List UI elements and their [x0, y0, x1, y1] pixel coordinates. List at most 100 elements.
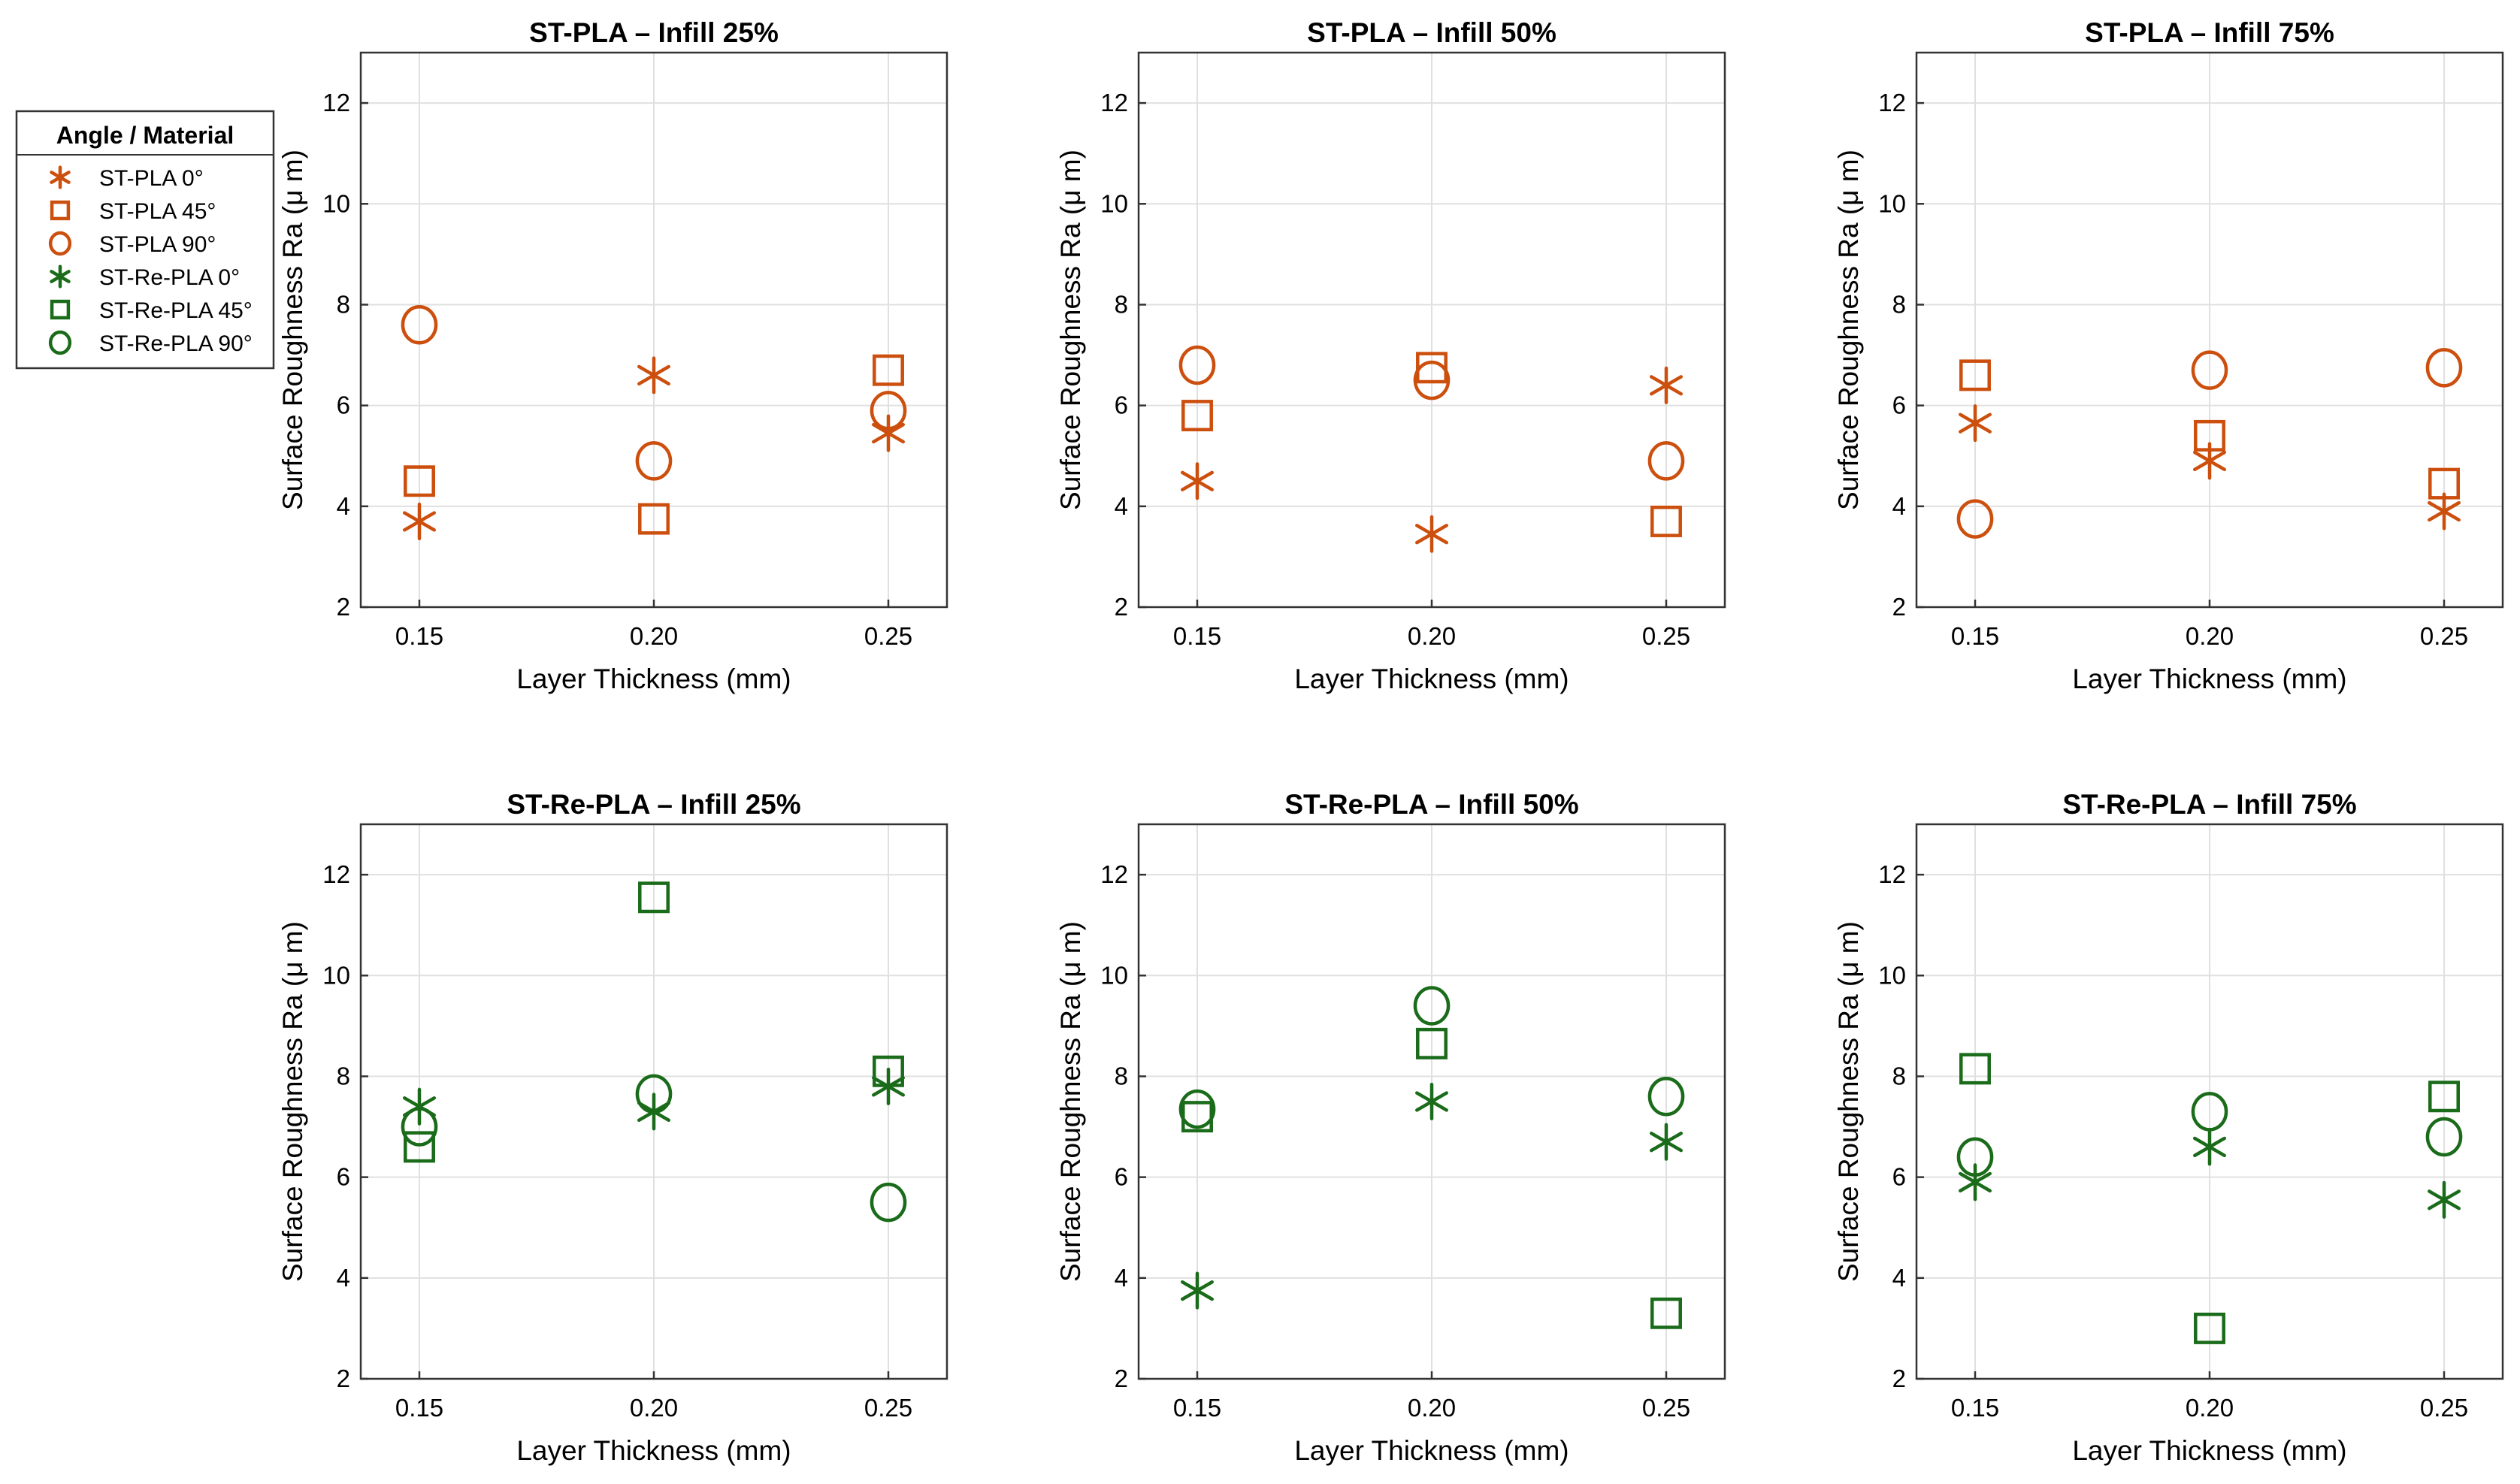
subplot-title: ST-PLA – Infill 25%	[529, 17, 779, 48]
x-axis-label: Layer Thickness (mm)	[1294, 1435, 1569, 1466]
legend-marker-square	[50, 299, 71, 320]
data-point-square	[1416, 1027, 1448, 1059]
x-tick-label: 0.25	[2420, 622, 2468, 650]
data-point-square	[2428, 1081, 2460, 1113]
x-tick-label: 0.25	[1642, 1394, 1690, 1422]
data-point-circle	[1178, 345, 1216, 385]
x-tick-label: 0.25	[864, 622, 912, 650]
y-tick-label: 12	[1100, 89, 1128, 116]
data-point-circle	[1956, 499, 1994, 539]
subplot-5: 2 4 6 8 10 12 0.15 0.20 0.25 ST-Re-PLA – Infill 5…	[1055, 789, 1726, 1466]
y-tick-label: 6	[337, 391, 350, 419]
x-axis-label: Layer Thickness (mm)	[516, 1435, 791, 1466]
y-tick-label: 6	[337, 1163, 350, 1191]
legend-entry: ST-PLA 90°	[48, 231, 216, 257]
data-points	[1956, 348, 2463, 539]
data-point-circle	[2191, 1092, 2228, 1132]
y-tick-label: 12	[1100, 860, 1128, 888]
y-tick-label: 12	[1878, 860, 1906, 888]
data-point-star	[872, 414, 905, 452]
y-tick-label: 4	[337, 1264, 350, 1292]
legend-marker-square	[50, 200, 71, 221]
legend-title: Angle / Material	[56, 122, 234, 149]
y-tick-label: 10	[322, 961, 350, 989]
x-tick-label: 0.15	[395, 622, 443, 650]
y-tick-label: 8	[1115, 1062, 1128, 1090]
y-tick-label: 4	[1115, 1264, 1128, 1292]
y-tick-label: 8	[337, 290, 350, 318]
data-point-star	[1959, 404, 1992, 443]
data-point-circle	[1647, 1077, 1685, 1117]
y-tick-label: 6	[1115, 391, 1128, 419]
data-point-circle	[2425, 348, 2463, 388]
data-point-star	[1415, 1082, 1448, 1121]
data-point-square	[2194, 1312, 2225, 1344]
data-point-circle	[401, 1107, 438, 1147]
subplot-title: ST-Re-PLA – Infill 25%	[507, 789, 800, 820]
data-point-star	[1650, 366, 1683, 404]
data-point-circle	[1178, 1089, 1216, 1129]
data-point-circle	[1413, 986, 1451, 1026]
y-tick-label: 12	[322, 860, 350, 888]
subplot-title: ST-PLA – Infill 75%	[2085, 17, 2334, 48]
data-point-circle	[870, 391, 907, 431]
x-tick-label: 0.20	[630, 1394, 678, 1422]
data-point-star	[1959, 1163, 1992, 1201]
legend-label: ST-PLA 45°	[99, 199, 216, 224]
legend-label: ST-Re-PLA 45°	[99, 298, 253, 323]
data-point-circle	[635, 1074, 673, 1114]
data-point-star	[2428, 1180, 2461, 1219]
data-point-square	[873, 354, 904, 386]
y-axis-label: Surface Roughness Ra (μ m)	[1055, 921, 1086, 1282]
y-axis-label: Surface Roughness Ra (μ m)	[277, 150, 308, 510]
data-point-star	[637, 356, 670, 394]
y-axis-label: Surface Roughness Ra (μ m)	[1055, 150, 1086, 510]
x-axis-label: Layer Thickness (mm)	[516, 663, 791, 694]
data-point-square	[638, 503, 670, 535]
subplot-3: 2 4 6 8 10 12 0.15 0.20 0.25 ST-PLA – Infill 75% L…	[1833, 17, 2504, 694]
data-point-star	[1181, 462, 1214, 500]
y-tick-label: 12	[1878, 89, 1906, 116]
y-tick-label: 2	[1115, 1365, 1128, 1392]
data-point-square	[404, 1131, 435, 1163]
y-tick-label: 2	[1892, 593, 1906, 621]
subplot-grid: 2 4 6 8 10 12 0.15 0.20 0.25 ST-PLA – Infill 25% L…	[277, 17, 2504, 1466]
data-point-star	[1650, 1123, 1683, 1161]
y-tick-label: 2	[337, 1365, 350, 1392]
x-tick-label: 0.15	[395, 1394, 443, 1422]
legend-entry: ST-Re-PLA 90°	[48, 330, 253, 356]
data-points	[401, 305, 907, 540]
data-point-square	[1181, 400, 1213, 432]
y-tick-label: 8	[1892, 1062, 1906, 1090]
y-tick-label: 8	[1892, 290, 1906, 318]
data-point-circle	[635, 441, 673, 481]
x-axis-label: Layer Thickness (mm)	[1294, 663, 1569, 694]
y-axis-label: Surface Roughness Ra (μ m)	[1833, 150, 1864, 510]
y-tick-label: 10	[1878, 189, 1906, 217]
x-tick-label: 0.20	[1408, 1394, 1456, 1422]
data-points	[401, 881, 907, 1223]
legend-label: ST-PLA 90°	[99, 232, 216, 257]
legend-label: ST-Re-PLA 90°	[99, 331, 253, 356]
x-tick-label: 0.15	[1951, 1394, 1999, 1422]
data-point-square	[1650, 505, 1682, 537]
data-points	[1178, 345, 1685, 553]
grid-lines	[1139, 53, 1725, 607]
x-tick-label: 0.20	[630, 622, 678, 650]
y-tick-label: 2	[1115, 593, 1128, 621]
x-axis-label: Layer Thickness (mm)	[2072, 663, 2346, 694]
x-tick-label: 0.15	[1173, 1394, 1221, 1422]
y-tick-label: 2	[337, 593, 350, 621]
y-tick-label: 12	[322, 89, 350, 116]
x-tick-label: 0.15	[1173, 622, 1221, 650]
x-tick-label: 0.20	[2186, 1394, 2234, 1422]
data-point-square	[1650, 1297, 1682, 1329]
legend-label: ST-PLA 0°	[99, 166, 204, 191]
x-axis-label: Layer Thickness (mm)	[2072, 1435, 2346, 1466]
y-tick-label: 4	[1115, 492, 1128, 520]
legend-label: ST-Re-PLA 0°	[99, 265, 240, 290]
x-tick-label: 0.20	[2186, 622, 2234, 650]
legend-entry: ST-Re-PLA 45°	[50, 298, 253, 323]
legend-entry: ST-PLA 0°	[50, 165, 204, 191]
